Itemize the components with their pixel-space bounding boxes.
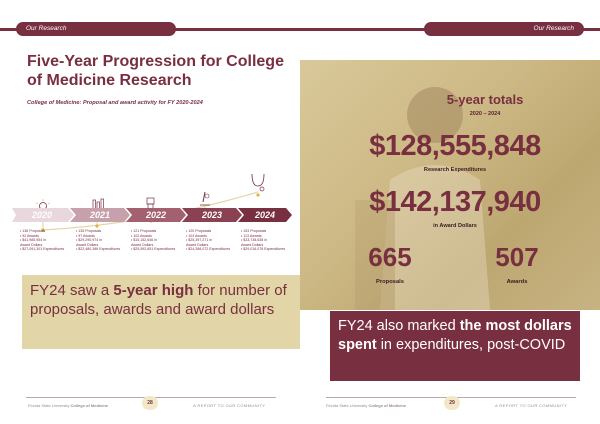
stat-line: • $24,288,072 Expenditures — [186, 247, 231, 252]
awards-count-label: Awards — [506, 279, 528, 285]
stat-line: • 121 Proposals — [131, 229, 157, 233]
stat-line: • 135 Proposals — [76, 229, 102, 233]
stat-line: • $41,985,954 in — [20, 238, 47, 243]
stat-line: • $29,290,974 in — [76, 238, 103, 243]
stat-line: • 136 Proposals — [20, 229, 46, 233]
year-band: 2020 2021 2022 2023 2024 — [12, 208, 292, 222]
right-page: 5-year totals 2020 – 2024 $128,555,848 R… — [300, 60, 600, 350]
footer-org-pre: Florida State University — [28, 403, 71, 408]
expenditures-label: Research Expenditures — [423, 167, 487, 173]
stat-line: • 113 Awards — [241, 233, 262, 238]
footer-report-left: A REPORT TO OUR COMMUNITY — [193, 403, 266, 408]
stat-line: Award Dollars — [20, 242, 43, 247]
award-dollars-label: in Award Dollars — [433, 223, 477, 229]
left-page: Five-Year Progression for College of Med… — [0, 36, 300, 396]
year-label-2021: 2021 — [89, 210, 111, 220]
header-bar: Our Research Our Research — [0, 22, 600, 36]
stat-line: • $27,091,301 Expenditures — [20, 247, 65, 252]
stethoscope-icon — [251, 173, 265, 192]
callout-text-pre: FY24 also marked — [338, 318, 460, 334]
footer-report-right: A REPORT TO OUR COMMUNITY — [495, 403, 568, 408]
year-stats-2022: • 121 Proposals • 102 Awards • $15,152,6… — [131, 229, 185, 252]
year-label-2024: 2024 — [254, 210, 276, 220]
stat-line: • $25,397,271 in — [186, 238, 213, 243]
footer-org-left: Florida State University College of Medi… — [28, 403, 108, 408]
header-rule — [0, 28, 600, 31]
stat-line: • 120 Proposals — [186, 229, 212, 233]
stat-line: Award Dollars — [131, 242, 154, 247]
proposals-count: 665 — [368, 242, 412, 272]
stat-line: Award Dollars — [76, 242, 99, 247]
footer-org-right: Florida State University College of Medi… — [326, 403, 406, 408]
footer-org-bold: College of Medicine — [368, 403, 407, 408]
totals-title: 5-year totals — [446, 92, 524, 107]
awards-count: 507 — [495, 242, 539, 272]
page-number-left: 28 — [142, 396, 158, 410]
right-callout-text: FY24 also marked the most dollars spent … — [338, 317, 578, 355]
stat-line: • 153 Proposals — [241, 229, 267, 233]
stat-line: • 92 Awards — [20, 233, 39, 238]
callout-text-pre: FY24 saw a — [30, 282, 114, 299]
callout-text-bold: 5-year high — [113, 282, 194, 299]
expenditures-value: $128,555,848 — [369, 130, 541, 162]
year-stats-2020: • 136 Proposals • 92 Awards • $41,985,95… — [20, 229, 74, 252]
year-label-2023: 2023 — [201, 210, 223, 220]
stat-line: • 102 Awards — [131, 233, 152, 238]
page-title: Five-Year Progression for College of Med… — [27, 53, 284, 89]
stat-line: • $29,016,078 Expenditures — [241, 247, 286, 252]
year-band-shapes — [12, 208, 292, 222]
stat-line: • $25,592,651 Expenditures — [131, 247, 176, 252]
stat-line: • $15,152,646 in — [131, 238, 158, 243]
stat-line: • 103 Awards — [186, 233, 207, 238]
section-label-left: Our Research — [16, 22, 176, 36]
left-callout-box: FY24 saw a 5-year high for number of pro… — [22, 275, 300, 349]
stat-line: • 97 Awards — [76, 233, 95, 238]
year-stats-2021: • 135 Proposals • 97 Awards • $29,290,97… — [76, 229, 130, 252]
stat-line: Award Dollars — [186, 242, 209, 247]
page-number-right: 29 — [444, 396, 460, 410]
left-callout-text: FY24 saw a 5-year high for number of pro… — [30, 281, 295, 319]
researcher-photo — [300, 60, 600, 310]
year-label-2020: 2020 — [31, 210, 53, 220]
callout-text-post: in expenditures, post-COVID — [376, 337, 566, 353]
footer-org-bold: College of Medicine — [70, 403, 109, 408]
totals-range: 2020 – 2024 — [469, 111, 501, 117]
right-callout-box: FY24 also marked the most dollars spent … — [330, 311, 580, 381]
callout-text-post: for number of proposals, awards and awar… — [30, 282, 287, 318]
stat-line: • $22,480,386 Expenditures — [76, 247, 121, 252]
year-label-2022: 2022 — [145, 210, 167, 220]
proposals-label: Proposals — [375, 279, 405, 285]
footer-org-pre: Florida State University — [326, 403, 369, 408]
callout-text-bold: the most dollars spent — [338, 318, 572, 353]
stat-line: Award Dollars — [241, 242, 264, 247]
year-stats-2023: • 120 Proposals • 103 Awards • $25,397,2… — [186, 229, 240, 252]
award-dollars-value: $142,137,940 — [369, 186, 541, 218]
stat-line: • $33,738,638 in — [241, 238, 268, 243]
year-stats-2024: • 153 Proposals • 113 Awards • $33,738,6… — [241, 229, 295, 252]
researcher-silhouette — [355, 87, 490, 310]
page-subtitle: College of Medicine: Proposal and award … — [27, 100, 203, 106]
section-label-right: Our Research — [424, 22, 584, 36]
microscope-icon — [200, 191, 210, 206]
